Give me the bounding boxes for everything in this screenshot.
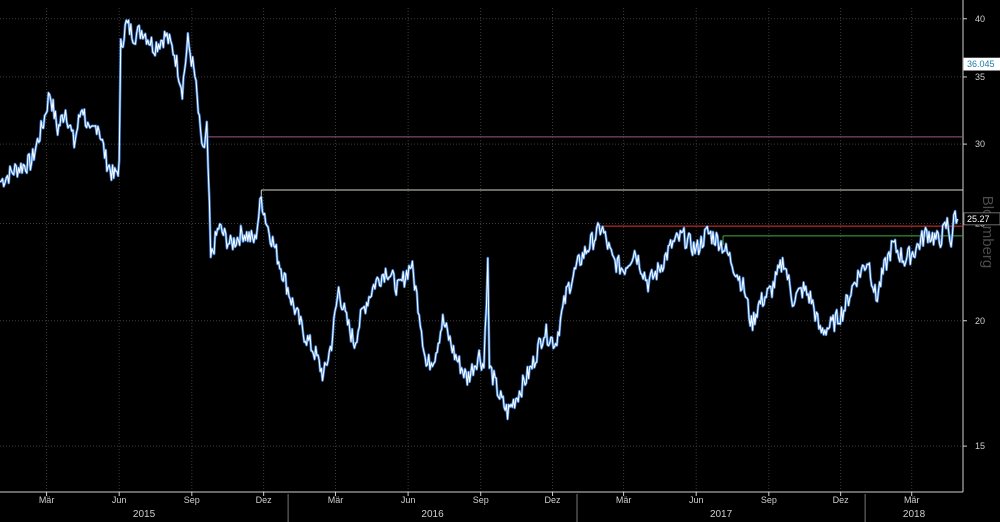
year-label: 2017 (710, 509, 733, 520)
x-tick-label: Mär (39, 495, 55, 505)
x-tick-label: Sep (473, 495, 489, 505)
price-label-text: 36.045 (967, 59, 995, 69)
x-tick-label: Mär (904, 495, 920, 505)
x-tick-label: Mär (328, 495, 344, 505)
y-tick-label: 30 (975, 139, 985, 149)
year-label: 2018 (903, 509, 926, 520)
y-tick-label: 35 (975, 72, 985, 82)
x-tick-label: Sep (761, 495, 777, 505)
y-tick-label: 20 (975, 316, 985, 326)
price-series-line (0, 19, 958, 420)
watermark: Bloomberg (979, 196, 996, 269)
x-tick-label: Dez (256, 495, 273, 505)
y-tick-label: 40 (975, 14, 985, 24)
y-tick-label: 15 (975, 441, 985, 451)
year-label: 2015 (133, 509, 156, 520)
x-tick-label: Dez (833, 495, 850, 505)
x-tick-label: Jun (112, 495, 127, 505)
x-tick-label: Dez (545, 495, 562, 505)
x-tick-label: Jun (401, 495, 416, 505)
year-label: 2016 (421, 509, 444, 520)
price-label-box (963, 212, 1000, 226)
price-label-box (963, 57, 1000, 71)
x-tick-label: Jun (689, 495, 704, 505)
x-tick-label: Mär (616, 495, 632, 505)
x-tick-label: Sep (184, 495, 200, 505)
price-label-text: 25.27 (967, 214, 990, 224)
